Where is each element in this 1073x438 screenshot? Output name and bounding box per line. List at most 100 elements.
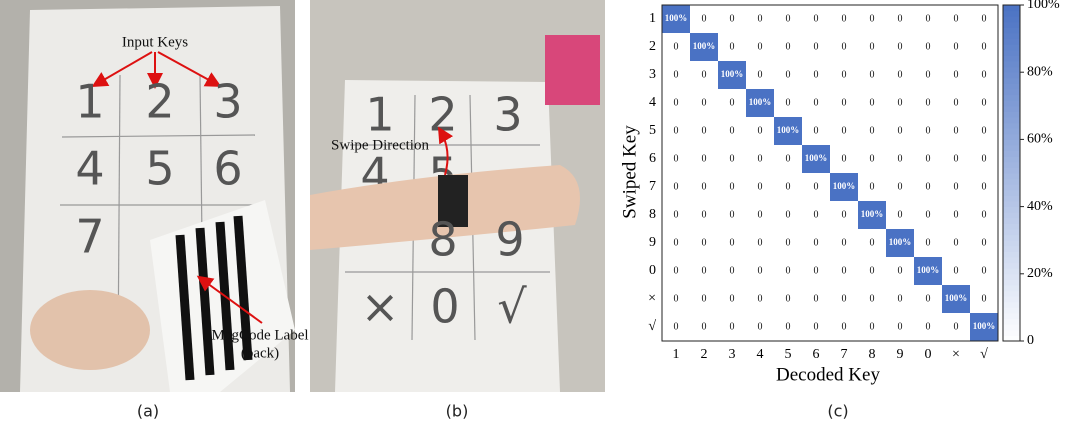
cell-label: 0 bbox=[926, 41, 931, 52]
cell-label: 0 bbox=[898, 125, 903, 136]
cell-label: 0 bbox=[730, 125, 735, 136]
colorbar-tick-label: 60% bbox=[1027, 132, 1053, 147]
cell-label: 0 bbox=[954, 321, 959, 332]
cell-label: 0 bbox=[674, 69, 679, 80]
cell-label: 0 bbox=[926, 125, 931, 136]
colorbar-step bbox=[1003, 128, 1020, 134]
cell-label: 0 bbox=[982, 293, 987, 304]
cell-label: 0 bbox=[758, 209, 763, 220]
colorbar-tick-label: 40% bbox=[1027, 199, 1053, 214]
colorbar-step bbox=[1003, 145, 1020, 151]
cell-label: 0 bbox=[814, 41, 819, 52]
x-tick-label: × bbox=[952, 347, 960, 362]
cell-label: 0 bbox=[982, 153, 987, 164]
colorbar-tick-label: 0 bbox=[1027, 333, 1034, 348]
cell-label: 0 bbox=[674, 293, 679, 304]
cell-label: 0 bbox=[898, 153, 903, 164]
colorbar-step bbox=[1003, 195, 1020, 201]
y-tick-label: 4 bbox=[649, 95, 656, 110]
cell-label: 0 bbox=[702, 293, 707, 304]
colorbar-step bbox=[1003, 67, 1020, 73]
cell-label: 0 bbox=[870, 237, 875, 248]
colorbar-tick-label: 80% bbox=[1027, 64, 1053, 79]
colorbar-step bbox=[1003, 190, 1020, 196]
caption: (a) bbox=[137, 402, 159, 421]
cell-label: 0 bbox=[898, 181, 903, 192]
colorbar-step bbox=[1003, 11, 1020, 17]
paper-key: 3 bbox=[493, 88, 522, 142]
cell-label: 0 bbox=[898, 13, 903, 24]
y-axis-label: Swiped Key bbox=[619, 125, 640, 219]
cell-label: 0 bbox=[926, 293, 931, 304]
colorbar-step bbox=[1003, 179, 1020, 185]
cell-label: 0 bbox=[898, 97, 903, 108]
cell-label: 0 bbox=[926, 321, 931, 332]
cell-label: 0 bbox=[814, 69, 819, 80]
cell-label: 0 bbox=[898, 69, 903, 80]
cell-label: 100% bbox=[833, 181, 856, 191]
cell-label: 0 bbox=[954, 97, 959, 108]
paper-key: 4 bbox=[75, 142, 104, 196]
cell-label: 0 bbox=[842, 69, 847, 80]
cell-label: 0 bbox=[982, 209, 987, 220]
cell-label: 100% bbox=[889, 237, 912, 247]
cell-label: 0 bbox=[730, 209, 735, 220]
paper-key: 0 bbox=[430, 280, 459, 334]
cell-label: 0 bbox=[758, 13, 763, 24]
cell-label: 0 bbox=[702, 97, 707, 108]
cell-label: 0 bbox=[814, 181, 819, 192]
cell-label: 0 bbox=[842, 97, 847, 108]
cell-label: 0 bbox=[842, 41, 847, 52]
colorbar-tick-label: 100% bbox=[1027, 0, 1060, 12]
cell-label: 0 bbox=[814, 265, 819, 276]
colorbar-step bbox=[1003, 156, 1020, 162]
cell-label: 0 bbox=[786, 321, 791, 332]
cell-label: 0 bbox=[842, 237, 847, 248]
cell-label: 0 bbox=[982, 125, 987, 136]
cell-label: 0 bbox=[674, 209, 679, 220]
cell-label: 0 bbox=[786, 13, 791, 24]
y-tick-label: 9 bbox=[649, 235, 656, 250]
cell-label: 0 bbox=[730, 97, 735, 108]
caption: (b) bbox=[446, 402, 469, 421]
colorbar-step bbox=[1003, 296, 1020, 302]
colorbar-step bbox=[1003, 212, 1020, 218]
cell-label: 0 bbox=[758, 265, 763, 276]
cell-label: 0 bbox=[926, 209, 931, 220]
colorbar-step bbox=[1003, 313, 1020, 319]
cell-label: 0 bbox=[758, 321, 763, 332]
paper-key: 5 bbox=[145, 142, 174, 196]
colorbar-step bbox=[1003, 27, 1020, 33]
cell-label: 0 bbox=[982, 97, 987, 108]
cell-label: 0 bbox=[814, 321, 819, 332]
cell-label: 0 bbox=[730, 293, 735, 304]
cell-label: 0 bbox=[954, 69, 959, 80]
colorbar-step bbox=[1003, 240, 1020, 246]
cell-label: 0 bbox=[842, 153, 847, 164]
x-tick-label: 4 bbox=[757, 347, 764, 362]
cell-label: 0 bbox=[842, 13, 847, 24]
cell-label: 0 bbox=[954, 209, 959, 220]
colorbar-step bbox=[1003, 139, 1020, 145]
cell-label: 0 bbox=[926, 97, 931, 108]
cell-label: 0 bbox=[870, 41, 875, 52]
cell-label: 0 bbox=[898, 41, 903, 52]
cell-label: 0 bbox=[982, 41, 987, 52]
cell-label: 0 bbox=[926, 237, 931, 248]
cell-label: 0 bbox=[814, 97, 819, 108]
cell-label: 0 bbox=[870, 97, 875, 108]
paper-key: 1 bbox=[75, 75, 104, 129]
colorbar-step bbox=[1003, 89, 1020, 95]
colorbar-step bbox=[1003, 167, 1020, 173]
cell-label: 0 bbox=[870, 153, 875, 164]
figure: 1234567 Input Keys MagCode Label (back) … bbox=[0, 0, 1073, 433]
cell-label: 0 bbox=[730, 237, 735, 248]
cell-label: 0 bbox=[702, 181, 707, 192]
cell-label: 0 bbox=[926, 153, 931, 164]
paper-key: √ bbox=[497, 280, 527, 334]
cell-label: 0 bbox=[702, 13, 707, 24]
cell-label: 0 bbox=[982, 237, 987, 248]
cell-label: 0 bbox=[674, 125, 679, 136]
colorbar-step bbox=[1003, 151, 1020, 157]
cell-label: 0 bbox=[702, 153, 707, 164]
